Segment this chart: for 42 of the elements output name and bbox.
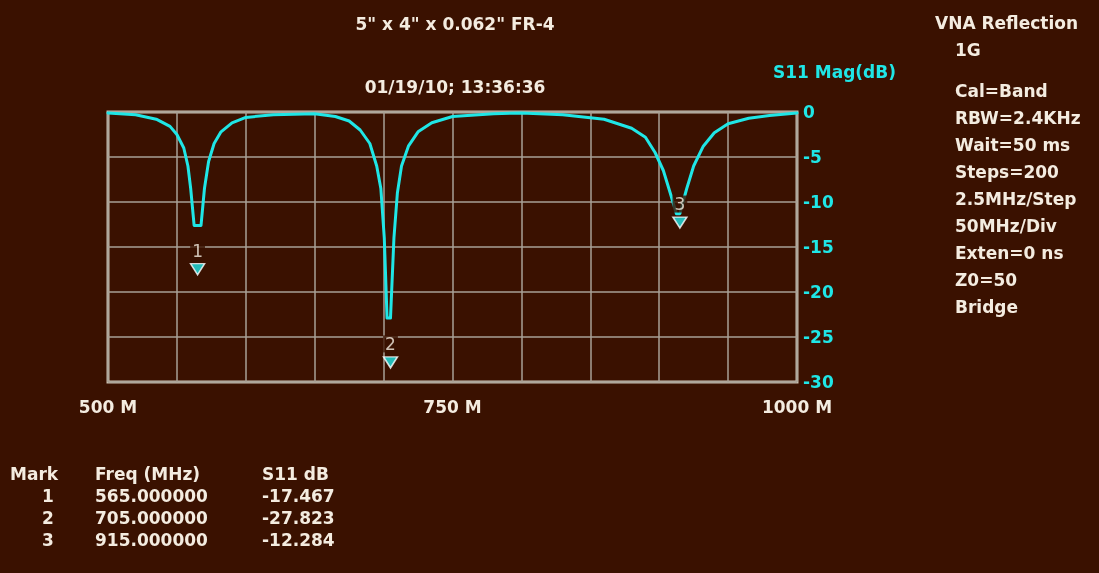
text: 50MHz/Div: [955, 215, 1057, 236]
text: 1G: [955, 39, 981, 60]
x-tick-label: 500 M: [78, 396, 138, 417]
point: [672, 216, 688, 229]
text: Steps=200: [955, 161, 1060, 182]
text: 565.000000: [95, 485, 209, 506]
annotation: 3: [674, 194, 686, 215]
chart-title: 5" x 4" x 0.062" FR-4: [355, 13, 555, 34]
y-tick-label: -25: [803, 327, 834, 347]
y-tick-label: -10: [803, 192, 834, 212]
text: 705.000000: [95, 507, 209, 528]
text: Freq (MHz): [95, 463, 201, 484]
text: Mark: [10, 463, 59, 484]
text: 1: [42, 485, 54, 506]
text: -27.823: [262, 507, 335, 528]
text: 2: [42, 507, 54, 528]
text: Wait=50 ms: [955, 134, 1071, 155]
text: -17.467: [262, 485, 335, 506]
text: -12.284: [262, 529, 335, 550]
text: RBW=2.4KHz: [955, 107, 1081, 128]
text: Z0=50: [955, 269, 1018, 290]
text: Exten=0 ns: [955, 242, 1064, 263]
chart-subtitle: 01/19/10; 13:36:36: [364, 76, 546, 97]
y-tick-label: -30: [803, 372, 834, 392]
y-tick-label: -20: [803, 282, 834, 302]
text: S11 dB: [262, 463, 329, 484]
annotation: 1: [192, 240, 203, 261]
y-axis-title: S11 Mag(dB): [772, 61, 896, 82]
text: 3: [42, 529, 54, 550]
text: VNA Reflection: [935, 12, 1079, 33]
y-tick-label: 0: [803, 102, 815, 122]
text: Cal=Band: [955, 80, 1048, 101]
text: 2.5MHz/Step: [955, 188, 1077, 209]
point: [189, 262, 206, 276]
annotation: 2: [385, 333, 396, 354]
x-tick-label: 1000 M: [761, 396, 833, 417]
y-tick-label: -15: [803, 237, 834, 257]
point: [382, 356, 399, 369]
y-tick-label: -5: [803, 147, 822, 167]
text: 915.000000: [95, 529, 209, 550]
text: Bridge: [955, 296, 1019, 317]
x-tick-label: 750 M: [423, 396, 482, 417]
